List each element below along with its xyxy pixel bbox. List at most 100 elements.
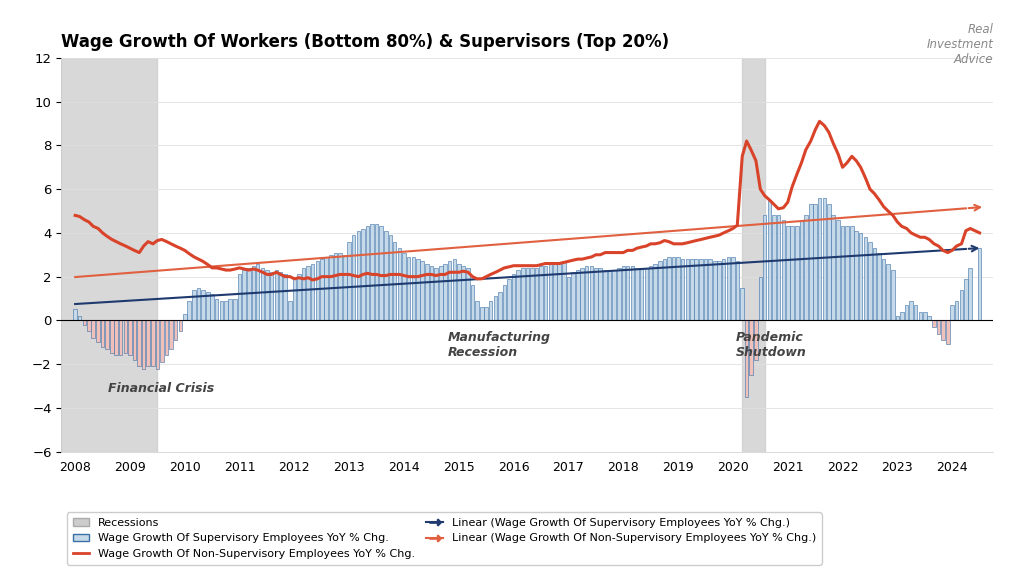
Bar — [128, 320, 132, 356]
Bar — [850, 226, 854, 320]
Bar — [566, 277, 570, 320]
Bar — [562, 261, 566, 320]
Bar — [220, 301, 223, 320]
Bar — [197, 288, 201, 320]
Bar — [512, 274, 515, 320]
Bar — [886, 263, 890, 320]
Bar — [923, 312, 927, 320]
Bar — [475, 301, 478, 320]
Bar — [649, 266, 652, 320]
Bar — [210, 294, 214, 320]
Bar — [393, 241, 396, 320]
Bar — [919, 312, 923, 320]
Bar — [366, 226, 369, 320]
Bar — [343, 255, 346, 320]
Bar — [553, 263, 557, 320]
Bar — [447, 261, 452, 320]
Bar — [498, 292, 502, 320]
Bar — [941, 320, 944, 340]
Bar — [302, 268, 305, 320]
Bar — [653, 263, 656, 320]
Bar — [713, 261, 717, 320]
Bar — [909, 301, 912, 320]
Bar — [718, 261, 721, 320]
Bar — [183, 314, 186, 320]
Bar — [152, 320, 155, 367]
Bar — [905, 305, 908, 320]
Bar — [306, 266, 310, 320]
Bar — [781, 220, 785, 320]
Bar — [896, 316, 899, 320]
Bar — [667, 257, 671, 320]
Bar — [635, 268, 639, 320]
Bar — [913, 305, 918, 320]
Bar — [402, 252, 406, 320]
Bar — [954, 301, 958, 320]
Bar — [658, 261, 662, 320]
Bar — [740, 288, 744, 320]
Bar — [622, 266, 625, 320]
Text: Manufacturing
Recession: Manufacturing Recession — [447, 331, 551, 360]
Bar — [694, 259, 698, 320]
Bar — [310, 263, 314, 320]
Bar — [334, 252, 337, 320]
Bar — [91, 320, 95, 338]
Bar — [457, 263, 461, 320]
Bar — [768, 200, 771, 320]
Bar — [261, 268, 264, 320]
Bar — [891, 270, 895, 320]
Bar — [800, 220, 803, 320]
Bar — [425, 263, 429, 320]
Bar — [864, 237, 867, 320]
Bar — [508, 279, 511, 320]
Bar — [137, 320, 141, 367]
Bar — [462, 266, 465, 320]
Bar — [978, 248, 981, 320]
Legend: Recessions, Wage Growth Of Supervisory Employees YoY % Chg., Wage Growth Of Non-: Recessions, Wage Growth Of Supervisory E… — [67, 512, 821, 565]
Bar — [453, 259, 457, 320]
Bar — [201, 290, 205, 320]
Bar — [735, 261, 739, 320]
Bar — [74, 309, 77, 320]
Bar — [699, 259, 702, 320]
Bar — [412, 257, 415, 320]
Bar — [791, 226, 794, 320]
Bar — [742, 58, 765, 452]
Bar — [845, 226, 849, 320]
Bar — [827, 204, 830, 320]
Bar — [759, 277, 762, 320]
Bar — [494, 296, 498, 320]
Bar — [859, 233, 862, 320]
Bar — [676, 257, 680, 320]
Bar — [969, 268, 972, 320]
Bar — [388, 235, 392, 320]
Bar — [809, 204, 812, 320]
Bar — [165, 320, 169, 356]
Bar — [61, 58, 158, 452]
Bar — [750, 320, 753, 375]
Bar — [727, 257, 730, 320]
Bar — [900, 312, 903, 320]
Bar — [544, 266, 547, 320]
Bar — [288, 301, 292, 320]
Bar — [598, 268, 602, 320]
Bar — [872, 248, 877, 320]
Bar — [338, 252, 342, 320]
Bar — [156, 320, 159, 368]
Bar — [932, 320, 936, 327]
Bar — [379, 226, 383, 320]
Bar — [87, 320, 91, 331]
Bar — [878, 252, 881, 320]
Bar — [928, 316, 931, 320]
Bar — [681, 259, 684, 320]
Bar — [837, 220, 840, 320]
Bar — [796, 226, 799, 320]
Bar — [818, 198, 821, 320]
Bar — [233, 299, 237, 320]
Bar — [722, 259, 725, 320]
Bar — [174, 320, 177, 340]
Bar — [804, 215, 808, 320]
Bar — [361, 229, 365, 320]
Bar — [224, 301, 227, 320]
Bar — [430, 266, 433, 320]
